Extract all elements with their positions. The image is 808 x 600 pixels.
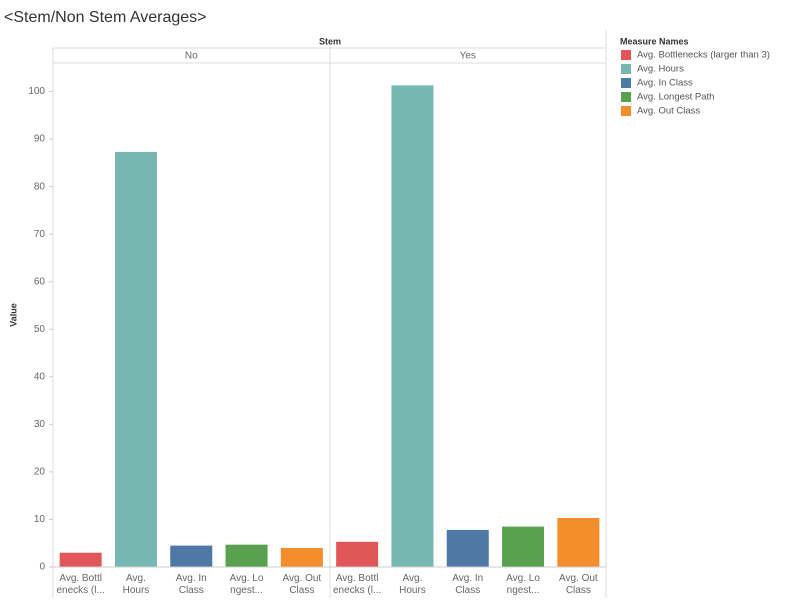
legend-swatch	[621, 106, 631, 116]
x-tick-label: Avg. Hours	[399, 573, 426, 596]
facet-label: Yes	[460, 51, 476, 62]
x-tick-label-line: enecks (l...	[333, 585, 381, 596]
y-tick-label: 80	[34, 181, 46, 192]
bar	[225, 544, 268, 567]
bar	[170, 545, 213, 567]
x-tick-label-line: ngest...	[507, 585, 540, 596]
bar	[391, 85, 434, 567]
legend-label: Avg. In Class	[637, 78, 693, 89]
y-tick-label: 100	[28, 86, 45, 97]
y-tick-label: 50	[34, 324, 46, 335]
x-tick-label-line: Avg. Lo	[230, 573, 264, 584]
x-tick-label-line: Avg. Out	[559, 573, 598, 584]
legend-swatch	[621, 50, 631, 60]
y-tick-label: 70	[34, 229, 46, 240]
x-tick-label-line: Class	[179, 585, 204, 596]
x-tick-label-line: Class	[289, 585, 314, 596]
bar	[502, 526, 545, 567]
x-tick-label-line: Avg. Lo	[506, 573, 540, 584]
x-tick-label-line: Avg.	[403, 573, 423, 584]
legend-label: Avg. Bottlenecks (larger than 3)	[637, 50, 770, 61]
x-tick-label-line: Class	[566, 585, 591, 596]
bar	[446, 529, 489, 567]
bar	[114, 151, 157, 567]
x-tick-label: Avg. Hours	[123, 573, 150, 596]
legend-label: Avg. Hours	[637, 64, 684, 75]
y-tick-label: 0	[39, 562, 45, 573]
y-tick-label: 40	[34, 371, 46, 382]
x-tick-label-line: Avg. In	[452, 573, 483, 584]
y-tick-label: 10	[34, 514, 46, 525]
legend-title: Measure Names	[620, 36, 689, 46]
bar	[557, 518, 600, 567]
bar	[280, 547, 323, 567]
facet-label: No	[185, 51, 198, 62]
y-axis-label: Value	[8, 303, 18, 327]
x-tick-label-line: Avg. Out	[282, 573, 321, 584]
legend-label: Avg. Longest Path	[637, 92, 714, 103]
x-tick-label: Avg. Bottl enecks (l...	[56, 573, 104, 596]
x-tick-label-line: Avg.	[126, 573, 146, 584]
x-tick-label: Avg. Out Class	[559, 573, 598, 596]
legend-swatch	[621, 78, 631, 88]
x-tick-label: Avg. Lo ngest...	[230, 573, 264, 596]
x-tick-label-line: Avg. In	[176, 573, 207, 584]
legend-swatch	[621, 64, 631, 74]
x-tick-label-line: Hours	[399, 585, 426, 596]
y-tick-label: 90	[34, 134, 46, 145]
x-tick-label-line: ngest...	[230, 585, 263, 596]
x-tick-label-line: Class	[455, 585, 480, 596]
y-tick-label: 20	[34, 467, 46, 478]
x-tick-label: Avg. In Class	[176, 573, 207, 596]
x-tick-label-line: Avg. Bottl	[59, 573, 102, 584]
bar	[336, 541, 379, 567]
x-tick-label-line: Avg. Bottl	[336, 573, 379, 584]
x-tick-label: Avg. Bottl enecks (l...	[333, 573, 381, 596]
x-tick-label-line: enecks (l...	[56, 585, 104, 596]
x-tick-label: Avg. Out Class	[282, 573, 321, 596]
x-tick-label: Avg. Lo ngest...	[506, 573, 540, 596]
legend-label: Avg. Out Class	[637, 106, 700, 117]
y-tick-label: 60	[34, 276, 46, 287]
x-tick-label-line: Hours	[123, 585, 150, 596]
bar	[59, 552, 102, 567]
facet-title: Stem	[319, 36, 341, 46]
x-tick-label: Avg. In Class	[452, 573, 483, 596]
y-tick-label: 30	[34, 419, 46, 430]
chart-title: <Stem/Non Stem Averages>	[4, 9, 206, 26]
legend-swatch	[621, 92, 631, 102]
